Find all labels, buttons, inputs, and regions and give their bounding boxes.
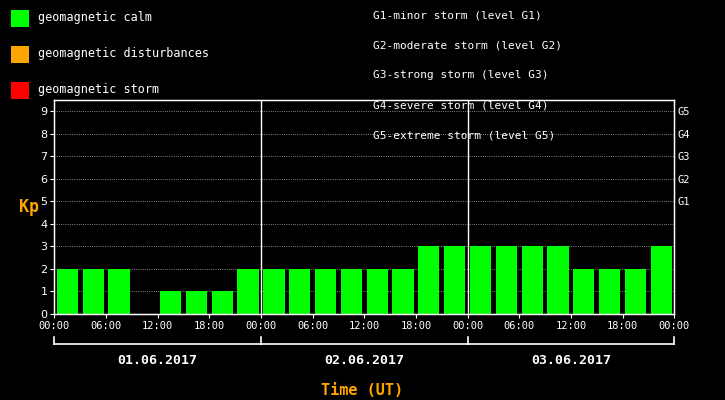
- Bar: [625, 269, 646, 314]
- Text: geomagnetic calm: geomagnetic calm: [38, 11, 152, 24]
- Bar: [289, 269, 310, 314]
- Bar: [651, 246, 672, 314]
- Bar: [496, 246, 517, 314]
- Text: G2-moderate storm (level G2): G2-moderate storm (level G2): [373, 40, 563, 50]
- Bar: [547, 246, 568, 314]
- Text: Time (UT): Time (UT): [321, 383, 404, 398]
- Bar: [418, 246, 439, 314]
- Bar: [470, 246, 491, 314]
- Bar: [521, 246, 543, 314]
- Text: 02.06.2017: 02.06.2017: [324, 354, 405, 367]
- Bar: [367, 269, 388, 314]
- Bar: [186, 292, 207, 314]
- Bar: [263, 269, 284, 314]
- Text: G3-strong storm (level G3): G3-strong storm (level G3): [373, 70, 549, 80]
- Bar: [83, 269, 104, 314]
- Bar: [392, 269, 414, 314]
- Text: G1-minor storm (level G1): G1-minor storm (level G1): [373, 10, 542, 20]
- Text: G5-extreme storm (level G5): G5-extreme storm (level G5): [373, 130, 555, 140]
- Bar: [212, 292, 233, 314]
- Bar: [599, 269, 621, 314]
- Bar: [160, 292, 181, 314]
- Bar: [341, 269, 362, 314]
- Text: geomagnetic storm: geomagnetic storm: [38, 83, 159, 96]
- Text: 01.06.2017: 01.06.2017: [117, 354, 198, 367]
- Bar: [57, 269, 78, 314]
- Y-axis label: Kp: Kp: [19, 198, 39, 216]
- Text: 03.06.2017: 03.06.2017: [531, 354, 611, 367]
- Bar: [573, 269, 594, 314]
- Text: G4-severe storm (level G4): G4-severe storm (level G4): [373, 100, 549, 110]
- Text: geomagnetic disturbances: geomagnetic disturbances: [38, 47, 209, 60]
- Bar: [238, 269, 259, 314]
- Bar: [108, 269, 130, 314]
- Bar: [444, 246, 465, 314]
- Bar: [315, 269, 336, 314]
